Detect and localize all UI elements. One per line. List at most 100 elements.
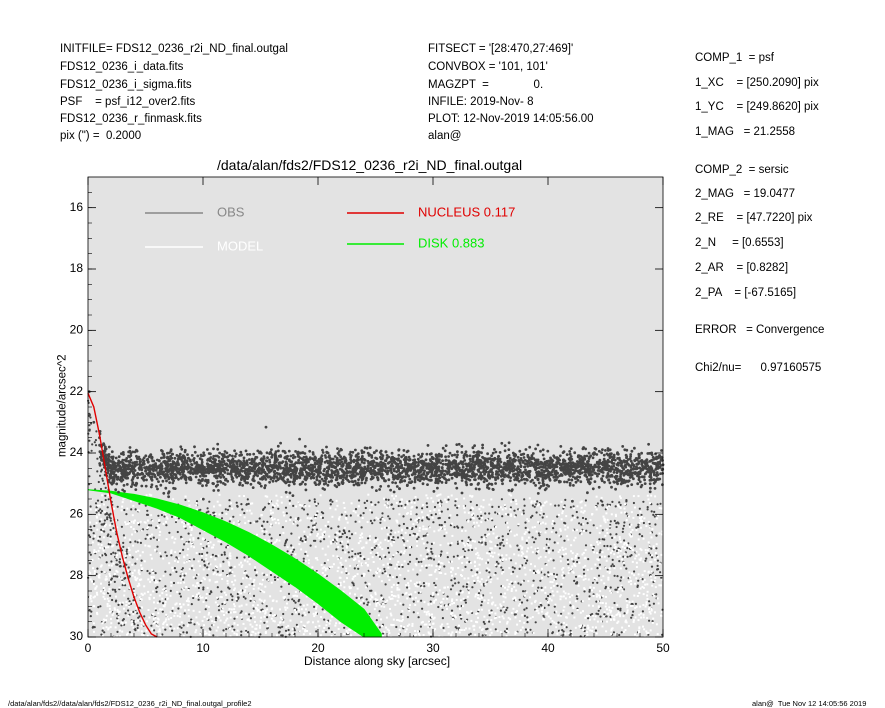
model-point xyxy=(138,584,141,587)
obs-point xyxy=(112,551,115,554)
obs-point xyxy=(534,621,537,624)
model-point xyxy=(503,592,506,595)
obs-point xyxy=(364,506,367,510)
model-point xyxy=(108,587,111,590)
model-point xyxy=(395,552,398,555)
obs-point xyxy=(115,599,118,602)
model-point xyxy=(356,564,359,567)
model-point xyxy=(118,586,121,589)
model-point xyxy=(151,519,154,522)
model-point xyxy=(254,620,256,623)
obs-point xyxy=(228,505,231,508)
model-point xyxy=(513,534,516,537)
model-point xyxy=(461,529,463,532)
model-point xyxy=(332,563,335,566)
model-point xyxy=(477,579,479,582)
model-point xyxy=(218,493,221,496)
model-point xyxy=(107,628,110,631)
model-point xyxy=(450,542,453,544)
obs-point xyxy=(646,506,649,509)
model-point xyxy=(574,565,577,567)
obs-point xyxy=(490,454,493,458)
model-point xyxy=(600,496,603,499)
model-point xyxy=(391,594,393,597)
model-point xyxy=(492,555,494,558)
obs-point xyxy=(526,599,529,602)
obs-point xyxy=(540,604,543,607)
model-point xyxy=(280,616,282,619)
obs-point xyxy=(118,558,121,561)
model-point xyxy=(217,626,220,629)
model-point xyxy=(434,628,437,631)
obs-point xyxy=(606,568,609,571)
model-point xyxy=(646,583,649,586)
obs-point xyxy=(421,507,424,510)
model-point xyxy=(321,572,324,574)
model-point xyxy=(263,615,266,618)
model-point xyxy=(142,634,145,637)
model-point xyxy=(333,631,336,634)
model-point xyxy=(181,587,184,590)
model-point xyxy=(95,585,98,588)
model-point xyxy=(196,593,198,596)
model-point xyxy=(294,591,297,593)
model-point xyxy=(501,508,504,511)
model-point xyxy=(371,596,374,599)
obs-point xyxy=(171,609,174,613)
model-point xyxy=(159,530,162,533)
obs-point xyxy=(505,608,508,612)
obs-point xyxy=(415,506,418,509)
model-point xyxy=(480,596,483,599)
obs-point xyxy=(252,607,255,610)
model-point xyxy=(586,631,588,634)
model-point xyxy=(365,542,368,545)
model-point xyxy=(331,565,334,568)
model-point xyxy=(95,509,97,512)
obs-point xyxy=(556,584,559,587)
obs-point xyxy=(343,531,347,535)
obs-point xyxy=(638,533,641,536)
model-point xyxy=(642,604,645,606)
model-point xyxy=(445,604,448,607)
model-point xyxy=(624,629,627,631)
model-point xyxy=(549,557,552,560)
obs-point xyxy=(94,439,97,442)
model-point xyxy=(648,608,650,611)
model-point xyxy=(562,506,565,509)
model-point xyxy=(506,522,509,524)
model-point xyxy=(414,584,417,587)
model-point xyxy=(561,574,564,577)
model-point xyxy=(447,495,450,498)
model-point xyxy=(347,628,350,631)
model-point xyxy=(614,547,617,549)
obs-point xyxy=(89,416,92,419)
obs-point xyxy=(440,501,443,504)
model-point xyxy=(460,615,463,618)
model-point xyxy=(272,619,275,622)
obs-point xyxy=(408,560,412,563)
model-point xyxy=(130,633,133,636)
model-point xyxy=(584,556,587,559)
obs-point xyxy=(134,562,137,565)
model-point xyxy=(375,516,378,519)
obs-point xyxy=(618,633,621,637)
model-point xyxy=(112,562,115,565)
model-point xyxy=(499,559,502,562)
model-point xyxy=(623,507,626,510)
obs-point xyxy=(277,631,281,634)
model-point xyxy=(255,607,258,610)
obs-point xyxy=(99,474,102,477)
model-point xyxy=(109,607,111,610)
model-point xyxy=(389,542,392,545)
model-point xyxy=(428,623,431,626)
model-point xyxy=(562,609,565,612)
model-point xyxy=(505,554,508,557)
model-point xyxy=(589,618,591,621)
obs-point xyxy=(389,533,392,536)
model-point xyxy=(164,600,167,603)
model-point xyxy=(242,622,245,625)
model-point xyxy=(260,589,263,592)
model-point xyxy=(377,543,380,546)
obs-point xyxy=(115,543,118,546)
model-point xyxy=(205,554,208,557)
